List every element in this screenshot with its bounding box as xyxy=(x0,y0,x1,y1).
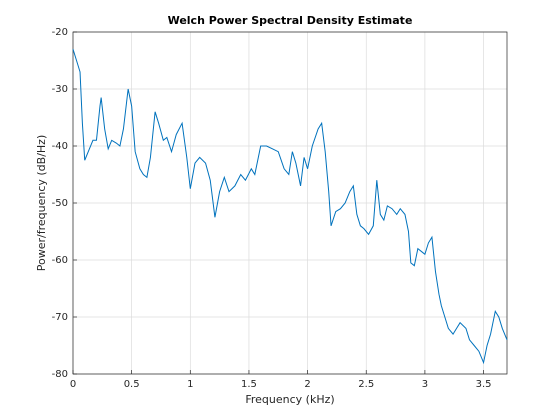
y-tick-label: -80 xyxy=(52,369,68,380)
x-tick-label: 0 xyxy=(70,379,76,390)
chart-title: Welch Power Spectral Density Estimate xyxy=(168,14,413,27)
y-tick-label: -60 xyxy=(52,255,68,266)
x-tick-label: 0.5 xyxy=(124,379,140,390)
y-tick-label: -30 xyxy=(52,84,68,95)
series-line xyxy=(72,48,508,365)
x-tick-label: 1.5 xyxy=(241,379,257,390)
x-axis-label: Frequency (kHz) xyxy=(245,393,334,406)
x-tick-label: 1 xyxy=(187,379,193,390)
x-tick-label: 2.5 xyxy=(358,379,374,390)
x-tick-label: 3 xyxy=(422,379,428,390)
y-tick-label: -70 xyxy=(52,312,68,323)
y-tick-label: -20 xyxy=(52,27,68,38)
y-axis-label: Power/frequency (dB/Hz) xyxy=(35,135,48,272)
y-tick-label: -50 xyxy=(52,198,68,209)
plot-frame xyxy=(72,31,508,375)
x-tick-label: 3.5 xyxy=(476,379,492,390)
y-tick-label: -40 xyxy=(52,141,68,152)
x-tick-label: 2 xyxy=(304,379,310,390)
